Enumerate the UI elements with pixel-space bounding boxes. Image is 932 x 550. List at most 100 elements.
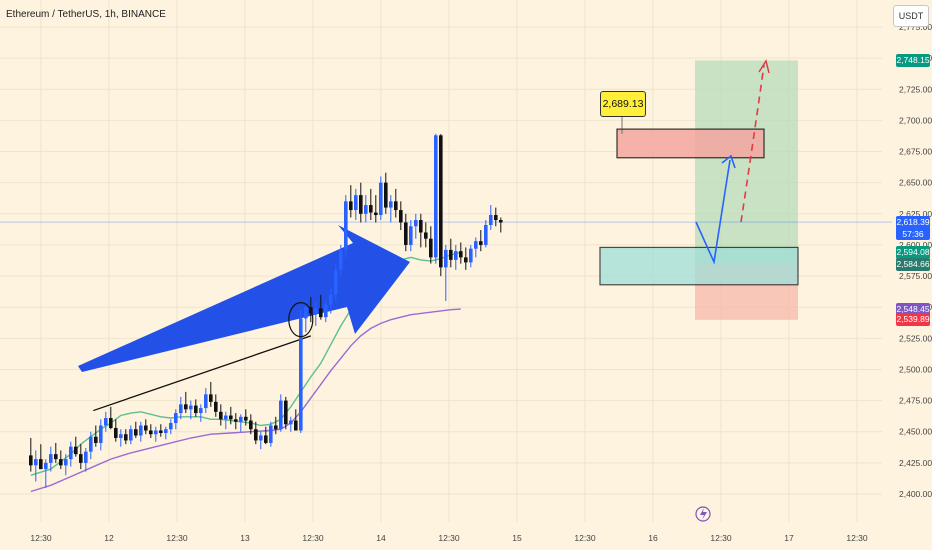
y-tick-label: 2,650.00 xyxy=(899,178,932,188)
x-tick-label: 13 xyxy=(240,533,250,543)
current-price-label: 2,618.39 57:36 xyxy=(896,216,930,241)
candle-body xyxy=(39,459,43,470)
candle-body xyxy=(119,434,123,438)
candle-body xyxy=(149,430,153,435)
candle-body xyxy=(409,226,413,245)
candle-body xyxy=(414,220,418,227)
candle-body xyxy=(94,436,98,443)
y-tick-label: 2,775.00 xyxy=(899,22,932,32)
y-tick-label: 2,525.00 xyxy=(899,333,932,343)
candle-body xyxy=(289,420,293,425)
candle-countdown: 57:36 xyxy=(902,229,924,240)
trendline xyxy=(93,335,312,412)
candle-body xyxy=(469,248,473,263)
candle-body xyxy=(194,405,198,414)
y-tick-label: 2,600.00 xyxy=(899,240,932,250)
candle-body xyxy=(264,435,268,443)
candle-body xyxy=(389,201,393,208)
y-tick-label: 2,575.00 xyxy=(899,271,932,281)
candle-body xyxy=(374,212,378,216)
candle-body xyxy=(184,404,188,410)
candle-body xyxy=(29,455,33,466)
candle-body xyxy=(454,251,458,260)
candle-body xyxy=(364,205,368,214)
candle-body xyxy=(114,427,118,438)
candle-body xyxy=(79,454,83,463)
y-tick-label: 2,450.00 xyxy=(899,427,932,437)
target-arrowhead xyxy=(758,59,770,74)
candle-body xyxy=(49,454,53,463)
x-tick-label: 14 xyxy=(376,533,386,543)
projection-arrowhead xyxy=(721,154,736,169)
candle-body xyxy=(89,436,93,452)
candle-body xyxy=(124,434,128,441)
candle-body xyxy=(109,418,113,428)
candle-body xyxy=(199,408,203,414)
ema-purple-line xyxy=(30,308,461,493)
candle-body xyxy=(349,201,353,211)
candle-body xyxy=(479,241,483,245)
y-tick-label: 2,475.00 xyxy=(899,396,932,406)
ema-green-label: 2,594.08 xyxy=(896,245,930,259)
candle-body xyxy=(244,416,248,421)
candle-body xyxy=(464,257,468,263)
ema-purple-label: 2,548.45 xyxy=(896,302,930,316)
candle-body xyxy=(144,425,148,431)
y-tick-label: 2,625.00 xyxy=(899,209,932,219)
candle-body xyxy=(229,415,233,420)
candle-body xyxy=(84,451,88,463)
x-tick-label: 15 xyxy=(512,533,522,543)
candle-body xyxy=(74,446,78,455)
candle-body xyxy=(99,425,103,443)
candle-body xyxy=(369,205,373,213)
x-tick-label: 17 xyxy=(784,533,794,543)
candle-body xyxy=(384,182,388,208)
candle-body xyxy=(269,425,273,443)
candle-body xyxy=(44,462,48,470)
x-tick-label: 12:30 xyxy=(438,533,460,543)
candle-body xyxy=(174,413,178,424)
supply-zone-box xyxy=(616,128,765,159)
candle-body xyxy=(209,394,213,402)
candle-body xyxy=(59,459,63,466)
candle-body xyxy=(424,232,428,239)
candle-body xyxy=(254,429,258,441)
candle-body xyxy=(439,135,443,268)
target-projection xyxy=(740,64,765,223)
x-tick-label: 12:30 xyxy=(710,533,732,543)
candle-body xyxy=(334,269,338,295)
candle-body xyxy=(484,225,488,245)
currency-button[interactable]: USDT xyxy=(893,5,929,27)
candle-body xyxy=(284,400,288,425)
y-tick-label: 2,500.00 xyxy=(899,364,932,374)
candle-body xyxy=(219,411,223,420)
candle-body xyxy=(134,429,138,436)
x-tick-label: 12 xyxy=(104,533,114,543)
candle-body xyxy=(169,423,173,430)
candle-body xyxy=(139,425,143,436)
candle-body xyxy=(344,201,348,250)
candle-body xyxy=(419,220,423,233)
candle-body xyxy=(179,404,183,414)
candle-body xyxy=(329,294,333,305)
candle-body xyxy=(394,201,398,211)
x-tick-label: 12:30 xyxy=(574,533,596,543)
candle-body xyxy=(359,195,363,214)
symbol-title[interactable]: Ethereum / TetherUS, 1h, BINANCE xyxy=(6,9,166,20)
candle-body xyxy=(294,420,298,431)
candle-body xyxy=(449,249,453,260)
y-tick-label: 2,400.00 xyxy=(899,489,932,499)
target-price-label: 2,748.15 xyxy=(896,53,930,67)
candle-body xyxy=(474,241,478,249)
candle-body xyxy=(459,251,463,258)
breakout-circle xyxy=(288,302,314,338)
drawings xyxy=(78,225,410,412)
x-tick-label: 12:30 xyxy=(846,533,868,543)
candle-body xyxy=(324,304,328,318)
candle-body xyxy=(239,416,243,422)
candle-body xyxy=(34,459,38,466)
candle-body xyxy=(249,420,253,430)
trend-arrow xyxy=(78,225,410,372)
